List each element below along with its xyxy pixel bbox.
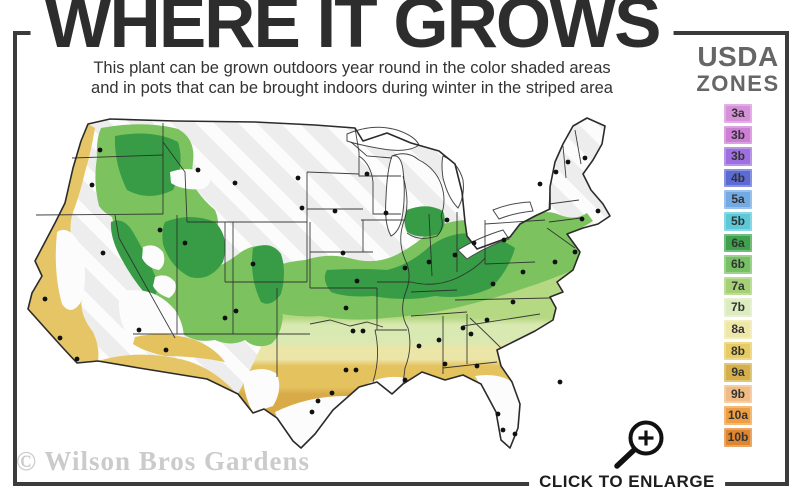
no-grow-south-texas bbox=[275, 395, 350, 448]
zone-chip-8a: 8a bbox=[724, 319, 752, 339]
zone-chip-10b: 10b bbox=[724, 427, 752, 447]
usda-zones-legend: USDA ZONES 3a 3b 3b 4b 5a 5b 6a 6b 7a 7b 8a 8b 9a 9b 1… bbox=[688, 42, 788, 447]
zone-chip-9a: 9a bbox=[724, 363, 752, 382]
zone-green-sierra-core bbox=[110, 220, 158, 299]
us-zone-map[interactable] bbox=[15, 112, 675, 464]
subtitle-line-2: and in pots that can be brought indoors … bbox=[91, 79, 613, 97]
zone-chip-3a: 3a bbox=[724, 104, 752, 123]
zone-chip-5b: 5b bbox=[724, 211, 752, 231]
zone-green-michigan bbox=[404, 206, 445, 237]
watermark: © Wilson Bros Gardens bbox=[16, 446, 310, 476]
magnifier-plus-icon[interactable] bbox=[600, 414, 670, 472]
zone-green-northwest-core bbox=[114, 133, 181, 196]
subtitle: This plant can be grown outdoors year ro… bbox=[22, 58, 682, 98]
zone-chip-10a: 10a bbox=[724, 406, 752, 425]
zone-chip-7a: 7a bbox=[724, 276, 752, 296]
state-borders bbox=[35, 123, 582, 385]
lake-huron bbox=[441, 155, 464, 209]
zone-legend-list: 3a 3b 3b 4b 5a 5b 6a 6b 7a 7b 8a 8b 9a 9b 10a 10b bbox=[688, 104, 788, 447]
snake-plain-hole bbox=[170, 168, 211, 190]
city-dots bbox=[42, 147, 601, 437]
zone-green-greatbasin-core bbox=[162, 217, 226, 278]
gold-border-strip bbox=[98, 354, 237, 394]
zone-chip-7b: 7b bbox=[724, 298, 752, 317]
lake-ontario bbox=[492, 201, 534, 220]
click-to-enlarge-button[interactable]: CLICK TO ENLARGE bbox=[529, 472, 725, 492]
page-title: WHERE IT GROWS bbox=[30, 0, 674, 59]
legend-heading-zones: ZONES bbox=[696, 71, 780, 96]
gold-arizona-south bbox=[133, 334, 225, 362]
central-valley-white bbox=[55, 229, 85, 311]
subtitle-line-1: This plant can be grown outdoors year ro… bbox=[93, 59, 611, 77]
zone-chip-9b: 9b bbox=[724, 384, 752, 404]
nevada-hole-1 bbox=[142, 245, 165, 270]
no-grow-west-texas bbox=[243, 369, 280, 413]
zone-chip-6a: 6a bbox=[724, 233, 752, 253]
zone-chip-3b: 3b bbox=[724, 147, 752, 166]
zone-chip-3b: 3b bbox=[724, 125, 752, 145]
zone-chip-6b: 6b bbox=[724, 255, 752, 274]
nevada-hole-2 bbox=[153, 275, 176, 298]
zone-chip-4b: 4b bbox=[724, 168, 752, 188]
zone-green-colorado-core bbox=[252, 245, 284, 304]
zone-chip-8b: 8b bbox=[724, 341, 752, 361]
legend-heading-usda: USDA bbox=[697, 41, 779, 72]
zone-chip-5a: 5a bbox=[724, 190, 752, 209]
